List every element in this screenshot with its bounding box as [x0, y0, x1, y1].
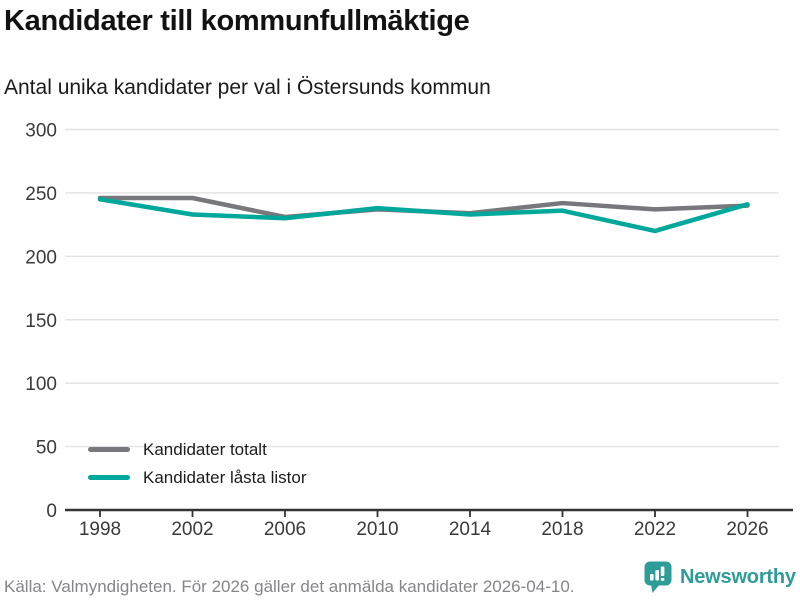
legend-swatch-lasta-listor: [88, 475, 130, 480]
chart-title: Kandidater till kommunfullmäktige: [4, 5, 470, 37]
svg-text:150: 150: [25, 311, 57, 332]
svg-text:300: 300: [25, 121, 57, 142]
svg-text:0: 0: [46, 501, 57, 522]
legend-item-lasta-listor: Kandidater låsta listor: [88, 465, 306, 490]
svg-text:50: 50: [36, 438, 57, 459]
newsworthy-logo-icon: [644, 561, 672, 593]
chart-subtitle: Antal unika kandidater per val i Östersu…: [4, 76, 491, 99]
svg-text:2002: 2002: [171, 519, 213, 540]
newsworthy-brand-name: Newsworthy: [680, 566, 796, 588]
source-note: Källa: Valmyndigheten. För 2026 gäller d…: [4, 577, 575, 596]
svg-text:2006: 2006: [264, 519, 306, 540]
svg-text:1998: 1998: [79, 519, 121, 540]
svg-text:2026: 2026: [726, 519, 768, 540]
svg-text:250: 250: [25, 184, 57, 205]
legend-label-lasta-listor: Kandidater låsta listor: [143, 467, 307, 487]
svg-text:2014: 2014: [449, 519, 492, 540]
newsworthy-brand[interactable]: Newsworthy: [644, 561, 796, 594]
svg-text:2018: 2018: [541, 519, 583, 540]
svg-text:2022: 2022: [634, 519, 676, 540]
svg-text:100: 100: [25, 374, 57, 395]
legend-item-totalt: Kandidater totalt: [88, 437, 306, 462]
legend-label-totalt: Kandidater totalt: [143, 439, 267, 459]
svg-text:2010: 2010: [356, 519, 398, 540]
legend-swatch-totalt: [88, 447, 130, 452]
chart-legend: Kandidater totalt Kandidater låsta listo…: [88, 437, 306, 490]
svg-text:200: 200: [25, 247, 57, 268]
